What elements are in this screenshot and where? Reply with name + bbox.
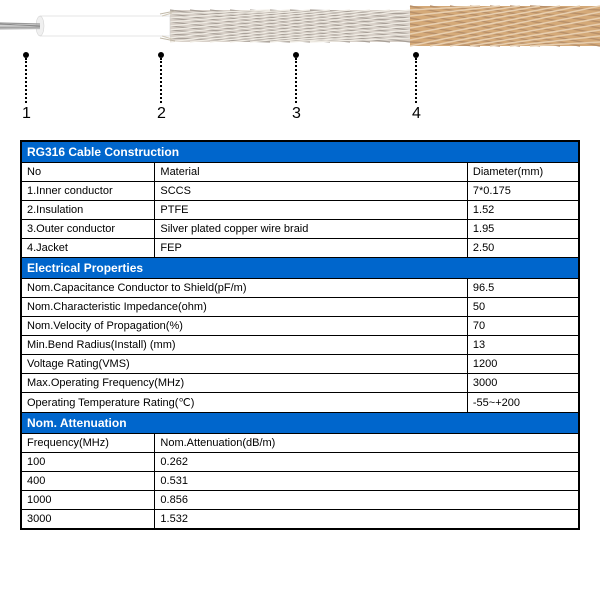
table-row: 4000.531 bbox=[21, 472, 579, 491]
table-row: Voltage Rating(VMS)1200 bbox=[21, 355, 579, 374]
table-row: 30001.532 bbox=[21, 510, 579, 530]
section3-header-row: Frequency(MHz)Nom.Attenuation(dB/m) bbox=[21, 434, 579, 453]
callout-line-2 bbox=[160, 58, 162, 103]
table-row: Min.Bend Radius(Install) (mm)13 bbox=[21, 336, 579, 355]
cable-cross-section-diagram: 1 2 3 4 bbox=[0, 0, 600, 130]
spec-tables: RG316 Cable Construction No Material Dia… bbox=[0, 130, 600, 550]
table-row: 4.JacketFEP2.50 bbox=[21, 239, 579, 258]
section2-title: Electrical Properties bbox=[21, 258, 579, 279]
s1-h1: Material bbox=[155, 163, 467, 182]
table-row: 3.Outer conductorSilver plated copper wi… bbox=[21, 220, 579, 239]
section3-title: Nom. Attenuation bbox=[21, 413, 579, 434]
callout-label-1: 1 bbox=[22, 105, 31, 123]
spec-table: RG316 Cable Construction No Material Dia… bbox=[20, 140, 580, 530]
table-row: 2.InsulationPTFE1.52 bbox=[21, 201, 579, 220]
s1-h0: No bbox=[21, 163, 155, 182]
table-row: Operating Temperature Rating(℃)-55~+200 bbox=[21, 393, 579, 413]
callout-container: 1 2 3 4 bbox=[0, 0, 600, 130]
table-row: 1000.262 bbox=[21, 453, 579, 472]
table-row: 1.Inner conductorSCCS7*0.175 bbox=[21, 182, 579, 201]
table-row: Nom.Velocity of Propagation(%)70 bbox=[21, 317, 579, 336]
callout-line-3 bbox=[295, 58, 297, 103]
callout-label-2: 2 bbox=[157, 105, 166, 123]
table-row: 10000.856 bbox=[21, 491, 579, 510]
callout-label-4: 4 bbox=[412, 105, 421, 123]
table-row: Nom.Capacitance Conductor to Shield(pF/m… bbox=[21, 279, 579, 298]
section1-title: RG316 Cable Construction bbox=[21, 141, 579, 163]
callout-label-3: 3 bbox=[292, 105, 301, 123]
callout-line-1 bbox=[25, 58, 27, 103]
table-row: Max.Operating Frequency(MHz)3000 bbox=[21, 374, 579, 393]
s1-h2: Diameter(mm) bbox=[467, 163, 579, 182]
callout-line-4 bbox=[415, 58, 417, 103]
section1-header-row: No Material Diameter(mm) bbox=[21, 163, 579, 182]
table-row: Nom.Characteristic Impedance(ohm)50 bbox=[21, 298, 579, 317]
